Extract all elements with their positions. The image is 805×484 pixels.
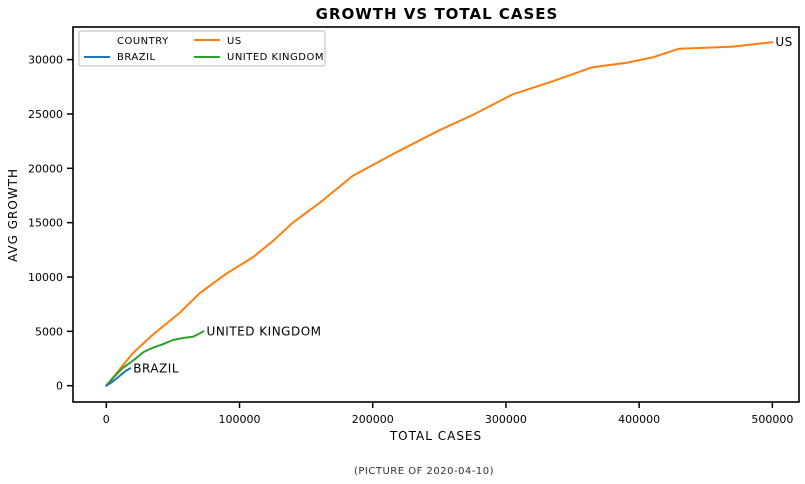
plot-frame — [72, 26, 800, 403]
legend-label-us: US — [227, 36, 242, 47]
x-axis-label: TOTAL CASES — [389, 429, 482, 443]
y-tick-label-6: 30000 — [28, 54, 63, 67]
x-axis-ticks: 0 100000 200000 300000 400000 500000 — [103, 402, 793, 426]
legend: COUNTRY US BRAZIL UNITED KINGDOM — [78, 30, 326, 67]
x-tick-label-3: 300000 — [485, 413, 527, 426]
x-tick-label-0: 0 — [103, 413, 110, 426]
legend-title: COUNTRY — [117, 36, 169, 47]
annotation-us: US — [775, 35, 792, 49]
y-tick-label-4: 20000 — [28, 162, 63, 175]
y-axis-label: AVG GROWTH — [6, 168, 20, 262]
legend-label-brazil: BRAZIL — [117, 52, 156, 63]
x-tick-label-2: 200000 — [352, 413, 394, 426]
series-annotations: US UNITED KINGDOM BRAZIL — [133, 35, 792, 375]
series-line-us — [105, 41, 774, 387]
y-tick-label-5: 25000 — [28, 108, 63, 121]
series-line-united-kingdom — [105, 330, 205, 387]
chart-title: GROWTH VS TOTAL CASES — [316, 5, 559, 23]
series-lines — [105, 41, 774, 387]
annotation-united-kingdom: UNITED KINGDOM — [207, 324, 322, 338]
series-line-brazil — [105, 367, 132, 387]
legend-box — [78, 30, 326, 67]
y-tick-label-3: 15000 — [28, 217, 63, 230]
y-tick-label-1: 5000 — [35, 325, 63, 338]
chart-caption: (PICTURE OF 2020-04-10) — [354, 466, 494, 477]
x-tick-label-4: 400000 — [618, 413, 660, 426]
y-tick-label-2: 10000 — [28, 271, 63, 284]
annotation-brazil: BRAZIL — [133, 361, 179, 375]
x-tick-label-5: 500000 — [751, 413, 793, 426]
y-axis-ticks: 0 5000 10000 15000 20000 25000 30000 — [28, 54, 73, 393]
legend-label-united-kingdom: UNITED KINGDOM — [227, 52, 324, 63]
y-tick-label-0: 0 — [56, 380, 63, 393]
x-tick-label-1: 100000 — [219, 413, 261, 426]
